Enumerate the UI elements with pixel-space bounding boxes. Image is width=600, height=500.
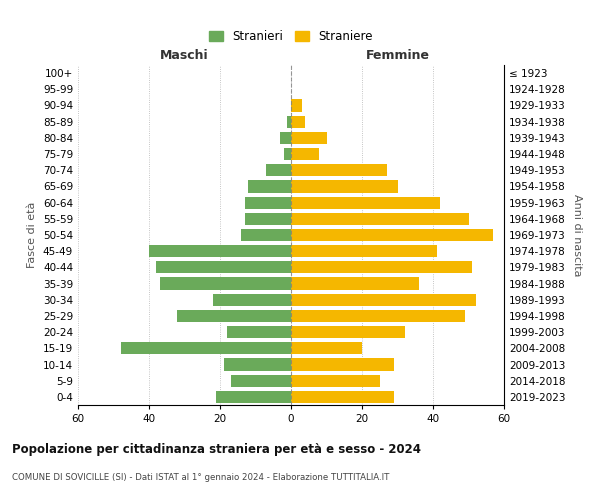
Bar (291, 310, 465, 322)
Bar (266, 164, 291, 176)
Y-axis label: Anni di nascita: Anni di nascita (572, 194, 582, 276)
Bar (213, 294, 291, 306)
Bar (291, 132, 326, 144)
Bar (245, 212, 291, 225)
Bar (245, 196, 291, 208)
Bar (217, 391, 291, 403)
Y-axis label: Fasce di età: Fasce di età (28, 202, 37, 268)
Text: Maschi: Maschi (160, 49, 209, 62)
Bar (291, 294, 476, 306)
Bar (291, 148, 319, 160)
Bar (291, 164, 387, 176)
Legend: Stranieri, Straniere: Stranieri, Straniere (205, 26, 377, 47)
Bar (291, 374, 380, 387)
Bar (291, 262, 472, 274)
Bar (291, 278, 419, 289)
Bar (178, 310, 291, 322)
Bar (280, 132, 291, 144)
Bar (291, 326, 404, 338)
Bar (291, 391, 394, 403)
Bar (156, 262, 291, 274)
Bar (230, 374, 291, 387)
Bar (291, 229, 493, 241)
Bar (291, 100, 302, 112)
Text: COMUNE DI SOVICILLE (SI) - Dati ISTAT al 1° gennaio 2024 - Elaborazione TUTTITAL: COMUNE DI SOVICILLE (SI) - Dati ISTAT al… (12, 472, 389, 482)
Bar (291, 196, 440, 208)
Bar (291, 116, 305, 128)
Bar (287, 116, 291, 128)
Bar (224, 358, 291, 370)
Text: Femmine: Femmine (365, 49, 430, 62)
Bar (248, 180, 291, 192)
Bar (291, 358, 394, 370)
Bar (291, 212, 469, 225)
Bar (291, 342, 362, 354)
Bar (241, 229, 291, 241)
Bar (227, 326, 291, 338)
Bar (284, 148, 291, 160)
Bar (121, 342, 291, 354)
Bar (291, 245, 437, 258)
Bar (291, 180, 398, 192)
Text: Popolazione per cittadinanza straniera per età e sesso - 2024: Popolazione per cittadinanza straniera p… (12, 442, 421, 456)
Bar (149, 245, 291, 258)
Bar (160, 278, 291, 289)
